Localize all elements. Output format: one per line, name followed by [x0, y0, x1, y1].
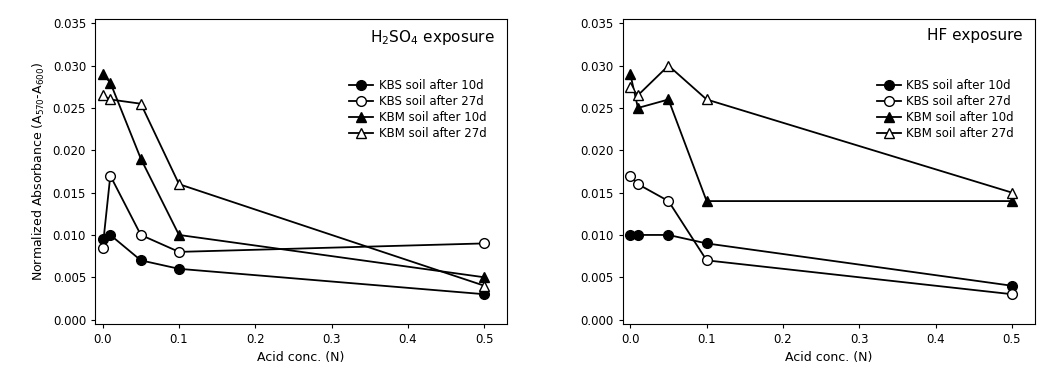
KBM soil after 10d — [631, 106, 644, 110]
KBS soil after 27d — [478, 241, 491, 246]
KBM soil after 10d — [96, 72, 109, 76]
Text: HF exposure: HF exposure — [927, 28, 1022, 43]
KBS soil after 27d — [662, 199, 675, 203]
KBS soil after 10d — [173, 267, 186, 271]
KBM soil after 27d — [478, 283, 491, 288]
X-axis label: Acid conc. (N): Acid conc. (N) — [785, 351, 872, 365]
KBM soil after 27d — [631, 93, 644, 98]
KBS soil after 10d — [631, 233, 644, 237]
KBS soil after 27d — [103, 173, 116, 178]
Y-axis label: Normalized Absorbance (A$_{570}$-A$_{600}$): Normalized Absorbance (A$_{570}$-A$_{600… — [31, 62, 48, 281]
KBM soil after 10d — [624, 72, 637, 76]
KBM soil after 10d — [173, 233, 186, 237]
X-axis label: Acid conc. (N): Acid conc. (N) — [258, 351, 345, 365]
Line: KBM soil after 27d: KBM soil after 27d — [98, 90, 489, 291]
Line: KBM soil after 10d: KBM soil after 10d — [625, 69, 1017, 206]
KBM soil after 10d — [134, 157, 147, 161]
KBS soil after 27d — [631, 182, 644, 186]
KBS soil after 27d — [1005, 292, 1018, 296]
KBS soil after 27d — [624, 173, 637, 178]
KBS soil after 10d — [134, 258, 147, 263]
KBM soil after 27d — [134, 101, 147, 106]
KBM soil after 27d — [96, 93, 109, 98]
KBS soil after 10d — [624, 233, 637, 237]
KBS soil after 10d — [662, 233, 675, 237]
Line: KBM soil after 27d: KBM soil after 27d — [625, 61, 1017, 197]
KBM soil after 10d — [478, 275, 491, 280]
KBS soil after 10d — [1005, 283, 1018, 288]
KBS soil after 27d — [173, 250, 186, 254]
KBM soil after 10d — [662, 97, 675, 102]
Line: KBS soil after 27d: KBS soil after 27d — [625, 171, 1017, 299]
Line: KBM soil after 10d: KBM soil after 10d — [98, 69, 489, 282]
KBS soil after 10d — [700, 241, 713, 246]
Legend: KBS soil after 10d, KBS soil after 27d, KBM soil after 10d, KBM soil after 27d: KBS soil after 10d, KBS soil after 27d, … — [347, 77, 489, 142]
KBM soil after 27d — [103, 97, 116, 102]
Line: KBS soil after 10d: KBS soil after 10d — [625, 230, 1017, 291]
KBM soil after 10d — [1005, 199, 1018, 203]
Text: H$_2$SO$_4$ exposure: H$_2$SO$_4$ exposure — [371, 28, 495, 47]
Legend: KBS soil after 10d, KBS soil after 27d, KBM soil after 10d, KBM soil after 27d: KBS soil after 10d, KBS soil after 27d, … — [874, 77, 1017, 142]
KBM soil after 27d — [624, 85, 637, 89]
KBS soil after 27d — [700, 258, 713, 263]
KBM soil after 10d — [103, 80, 116, 85]
KBM soil after 27d — [1005, 190, 1018, 195]
KBS soil after 27d — [134, 233, 147, 237]
Line: KBS soil after 10d: KBS soil after 10d — [98, 230, 489, 299]
KBS soil after 10d — [478, 292, 491, 296]
KBS soil after 10d — [96, 237, 109, 242]
KBM soil after 27d — [173, 182, 186, 186]
KBM soil after 27d — [662, 63, 675, 68]
KBM soil after 27d — [700, 97, 713, 102]
KBM soil after 10d — [700, 199, 713, 203]
KBS soil after 27d — [96, 245, 109, 250]
Line: KBS soil after 27d: KBS soil after 27d — [98, 171, 489, 257]
KBS soil after 10d — [103, 233, 116, 237]
